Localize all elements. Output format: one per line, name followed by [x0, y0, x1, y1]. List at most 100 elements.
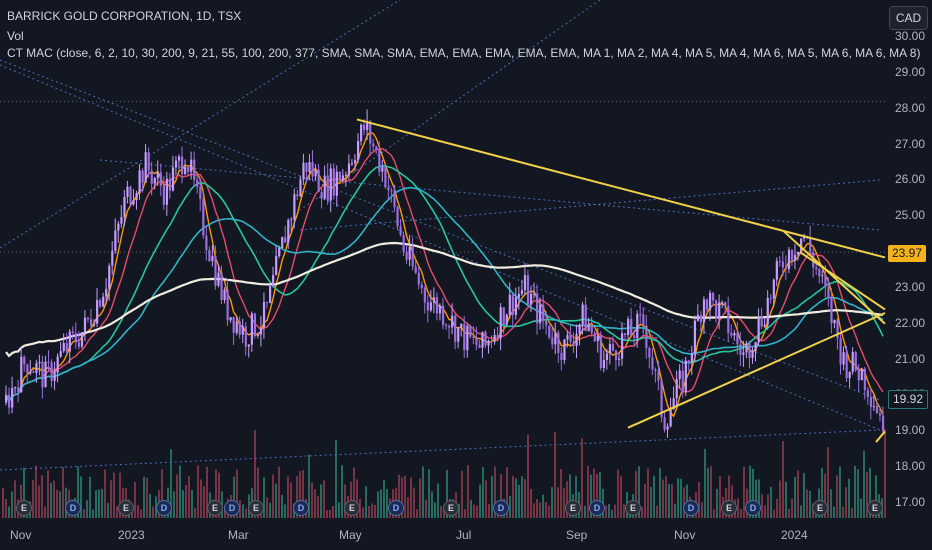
volume-bar — [482, 467, 484, 518]
volume-bar — [425, 499, 427, 518]
candle-body — [545, 320, 548, 326]
currency-button[interactable]: CAD — [889, 6, 928, 30]
volume-bar — [23, 467, 25, 518]
volume-bar — [386, 489, 388, 518]
x-tick-label: 2024 — [781, 528, 808, 542]
earnings-event-icon[interactable]: E — [812, 500, 828, 516]
volume-bar — [839, 466, 841, 518]
candle-body — [347, 163, 351, 175]
volume-bar — [614, 504, 616, 518]
candle-body — [99, 300, 102, 307]
volume-bar — [704, 448, 706, 518]
earnings-event-icon[interactable]: E — [118, 500, 134, 516]
candle-body — [26, 364, 29, 374]
volume-bar — [335, 439, 337, 518]
candle-body — [387, 187, 390, 191]
dividend-event-icon[interactable]: D — [493, 500, 509, 516]
candle-body — [505, 314, 508, 325]
candle-body — [454, 315, 457, 342]
volume-bar — [851, 507, 853, 518]
candle-body — [44, 361, 47, 388]
candle-body — [560, 352, 563, 360]
volume-bar — [656, 505, 658, 518]
volume-bar — [671, 484, 673, 518]
dividend-event-icon[interactable]: D — [156, 500, 172, 516]
candle-body — [126, 186, 129, 197]
drawing-line — [0, 59, 881, 401]
candle-body — [396, 207, 399, 227]
earnings-event-icon[interactable]: E — [207, 500, 223, 516]
candle-body — [593, 333, 596, 342]
volume-bar — [191, 490, 193, 518]
earnings-event-icon[interactable]: E — [16, 500, 32, 516]
earnings-event-icon[interactable]: E — [565, 500, 581, 516]
indicator-legend[interactable]: CT MAC (close, 6, 2, 10, 30, 200, 9, 21,… — [7, 46, 921, 60]
candle-body — [372, 143, 375, 147]
volume-bar — [176, 474, 178, 518]
volume-bar — [299, 471, 301, 518]
candle-body — [526, 275, 530, 305]
dividend-event-icon[interactable]: D — [65, 500, 81, 516]
volume-bar — [644, 483, 646, 518]
volume-bar — [290, 482, 292, 518]
candle-body — [627, 319, 630, 336]
volume-bar — [38, 485, 40, 518]
candle-body — [56, 356, 59, 373]
ma-long-line — [5, 186, 884, 403]
candle-body — [575, 333, 578, 346]
candle-body — [226, 289, 229, 321]
candle-body — [587, 325, 590, 332]
volume-legend[interactable]: Vol — [7, 29, 24, 43]
dividend-event-icon[interactable]: D — [224, 500, 240, 516]
volume-bar — [200, 479, 202, 518]
dividend-event-icon[interactable]: D — [589, 500, 605, 516]
candle-body — [499, 307, 502, 339]
candle-body — [690, 353, 693, 363]
candle-body — [675, 378, 678, 399]
volume-bar — [47, 470, 49, 518]
candle-body — [187, 167, 190, 172]
candle-body — [217, 272, 220, 286]
earnings-event-icon[interactable]: E — [248, 500, 264, 516]
candle-body — [684, 360, 687, 392]
candle-body — [657, 370, 660, 381]
symbol-title[interactable]: BARRICK GOLD CORPORATION, 1D, TSX — [7, 9, 242, 23]
candle-body — [287, 220, 290, 243]
candle-body — [520, 290, 524, 294]
earnings-event-icon[interactable]: E — [344, 500, 360, 516]
earnings-event-icon[interactable]: E — [625, 500, 641, 516]
candle-body — [199, 186, 202, 200]
trend-lines[interactable] — [356, 118, 886, 443]
volume-bar — [296, 476, 298, 518]
candle-body — [842, 352, 845, 365]
earnings-event-icon[interactable]: E — [443, 500, 459, 516]
candle-body — [642, 314, 645, 326]
volume-bar — [758, 479, 760, 518]
candle-body — [787, 249, 791, 270]
candle-body — [432, 297, 436, 303]
volume-bar — [365, 486, 367, 518]
earnings-event-icon[interactable]: E — [721, 500, 737, 516]
candle-body — [514, 297, 517, 315]
earnings-event-icon[interactable]: E — [867, 500, 883, 516]
candle-body — [259, 327, 263, 335]
dividend-event-icon[interactable]: D — [293, 500, 309, 516]
candle-body — [144, 152, 147, 183]
candle-body — [693, 320, 697, 354]
volume-bar — [857, 469, 859, 518]
candle-body — [523, 275, 527, 291]
candle-body — [763, 324, 766, 327]
dividend-event-icon[interactable]: D — [388, 500, 404, 516]
dividend-event-icon[interactable]: D — [683, 500, 699, 516]
candle-body — [624, 333, 627, 336]
volume-bar — [782, 441, 784, 518]
candle-body — [860, 368, 863, 381]
dividend-event-icon[interactable]: D — [745, 500, 761, 516]
candle-body — [557, 332, 560, 353]
volume-bar — [752, 468, 754, 518]
candle-body — [611, 343, 615, 351]
volume-bar — [284, 504, 286, 518]
candle-body — [790, 249, 794, 261]
volume-bar — [641, 506, 643, 518]
